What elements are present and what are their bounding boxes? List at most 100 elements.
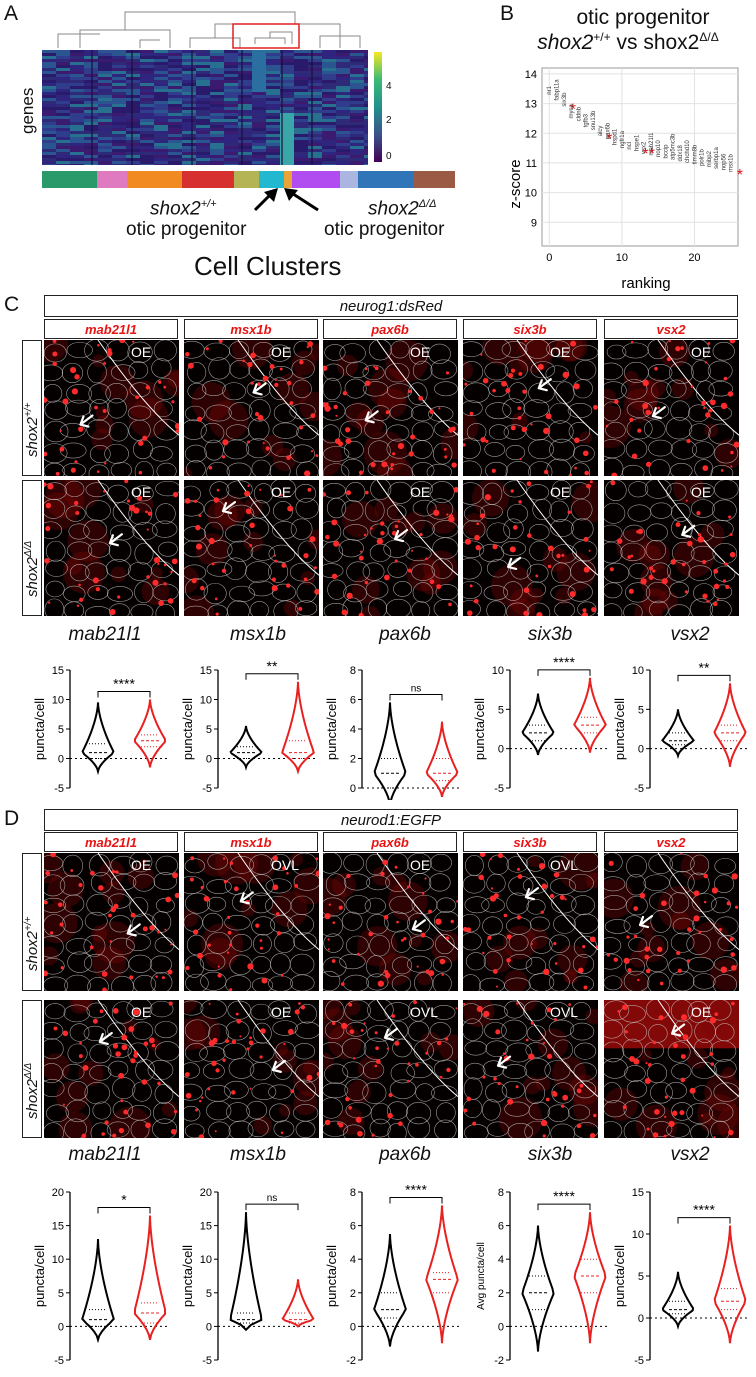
y-tick-label: 5 — [206, 724, 212, 736]
violin-plot: 15 10 5 0 -5 puncta/cell **** — [610, 1172, 752, 1377]
region-tag: OVL — [550, 1004, 579, 1020]
region-tag: OE — [691, 1004, 712, 1020]
gene-column-header: mab21l1 — [44, 319, 178, 339]
y-tick-label: 12 — [525, 128, 537, 140]
violin-plot: 8 6 4 2 0 -2 puncta/cell **** — [322, 1172, 464, 1377]
violin-shape — [425, 721, 459, 798]
y-tick-label: 0 — [58, 754, 64, 766]
region-tag: OE — [410, 857, 431, 873]
genes-axis-label: genes — [18, 87, 37, 134]
plot-frame — [541, 67, 739, 247]
violin-shape — [573, 1212, 607, 1344]
y-tick-label: 4 — [498, 1254, 504, 1266]
microscopy-image — [323, 853, 458, 991]
significance-bracket — [245, 673, 299, 680]
gene-point-label: nop56 — [721, 153, 727, 170]
y-tick-label: 2 — [350, 754, 356, 766]
region-tag: OE — [271, 484, 292, 500]
gene-point-label: nop10 — [656, 140, 662, 157]
y-tick-label: -2 — [494, 1355, 504, 1367]
microscopy-image — [323, 480, 458, 616]
y-tick-label: 2 — [498, 1288, 504, 1300]
gene-column-header: pax6b — [323, 319, 457, 339]
region-tag: OE — [131, 1004, 152, 1020]
y-tick-label: -5 — [494, 783, 504, 795]
row-label-box — [22, 853, 42, 991]
y-tick-label: 5 — [206, 1288, 212, 1300]
y-tick-label: -5 — [54, 1355, 64, 1367]
x-tick-label: 20 — [688, 252, 700, 264]
y-tick-label: 10 — [200, 695, 212, 707]
y-tick-label: 15 — [632, 1187, 644, 1199]
gene-point-label: timm8b — [692, 144, 698, 164]
violin-gene-title: msx1b — [230, 624, 286, 645]
gene-column-header: vsx2 — [604, 319, 738, 339]
y-tick-label: 9 — [531, 217, 537, 229]
gene-point-label: mab21l1 — [649, 132, 655, 156]
region-tag: OE — [271, 1004, 292, 1020]
violin-shape — [425, 1205, 459, 1344]
row-label-wt: shox2+/+ — [23, 402, 41, 458]
microscopy-image — [323, 1000, 458, 1138]
y-tick-label: 10 — [492, 665, 504, 677]
y-axis-label: puncta/cell — [180, 1245, 195, 1307]
violin-shape — [713, 683, 747, 767]
violin-plot: 10 5 0 -5 puncta/cell **** — [470, 650, 612, 805]
significance-star: ** — [642, 146, 654, 163]
gene-column-header: vsx2 — [604, 832, 738, 852]
y-tick-label: 20 — [200, 1187, 212, 1199]
violin-shape — [661, 1271, 695, 1331]
significance-label: ns — [267, 1193, 278, 1204]
microscopy-image — [44, 340, 179, 476]
y-tick-label: 5 — [638, 704, 644, 716]
region-tag: OE — [550, 484, 571, 500]
y-tick-label: -5 — [202, 783, 212, 795]
y-axis-label: puncta/cell — [612, 1245, 627, 1307]
x-tick-label: 10 — [616, 252, 628, 264]
reporter-header-d: neurod1:EGFP — [44, 809, 738, 831]
y-tick-label: 8 — [498, 1187, 504, 1199]
region-tag: OE — [691, 484, 712, 500]
region-tag: OE — [410, 484, 431, 500]
violin-gene-title: six3b — [527, 624, 573, 645]
violin-plot: 8 6 4 2 0 puncta/cell ns — [322, 650, 464, 806]
y-tick-label: 4 — [350, 724, 356, 736]
y-axis-label: puncta/cell — [32, 1245, 47, 1307]
y-tick-label: 8 — [350, 665, 356, 677]
gene-point-label: alcy — [598, 126, 604, 137]
dendrogram — [57, 11, 361, 49]
reporter-header-c: neurog1:dsRed — [44, 295, 738, 317]
significance-star: * — [606, 131, 612, 148]
y-tick-label: 8 — [350, 1187, 356, 1199]
y-tick-label: 10 — [525, 188, 537, 200]
panel-b-letter: B — [500, 2, 515, 25]
y-tick-label: 0 — [498, 1321, 504, 1333]
y-axis-label: puncta/cell — [472, 698, 487, 760]
violin-gene-title: vsx2 — [670, 624, 710, 645]
y-axis-label: puncta/cell — [324, 698, 339, 760]
significance-label: **** — [113, 676, 135, 692]
significance-bracket — [97, 1207, 151, 1214]
y-tick-label: -5 — [202, 1355, 212, 1367]
gene-point-label: hspe1 — [634, 134, 640, 151]
gene-point-label: pax6b — [605, 122, 611, 139]
significance-bracket — [677, 674, 731, 682]
violin-plot: 15 10 5 0 -5 puncta/cell ** — [178, 650, 320, 805]
gene-point-label: mibp2 — [707, 150, 713, 167]
region-tag: OVL — [550, 857, 579, 873]
significance-label: **** — [553, 654, 575, 670]
panel-b-title-line2: shox2+/+ vs shox2Δ/Δ — [537, 30, 719, 54]
y-axis-label: puncta/cell — [180, 698, 195, 760]
violin-shape — [281, 681, 315, 775]
significance-bracket — [97, 691, 151, 698]
colorbar — [374, 52, 382, 162]
y-tick-label: -5 — [634, 1355, 644, 1367]
gene-column-header: six3b — [463, 319, 597, 339]
violin-shape — [573, 677, 607, 753]
y-tick-label: 0 — [350, 783, 356, 795]
gene-point-label: serbp1a — [714, 147, 720, 169]
violin-shape — [713, 1225, 747, 1344]
gene-point-label: hspd1 — [613, 128, 619, 145]
gene-point-label: ngfr1a — [620, 130, 626, 148]
y-tick-label: 0 — [206, 1321, 212, 1333]
